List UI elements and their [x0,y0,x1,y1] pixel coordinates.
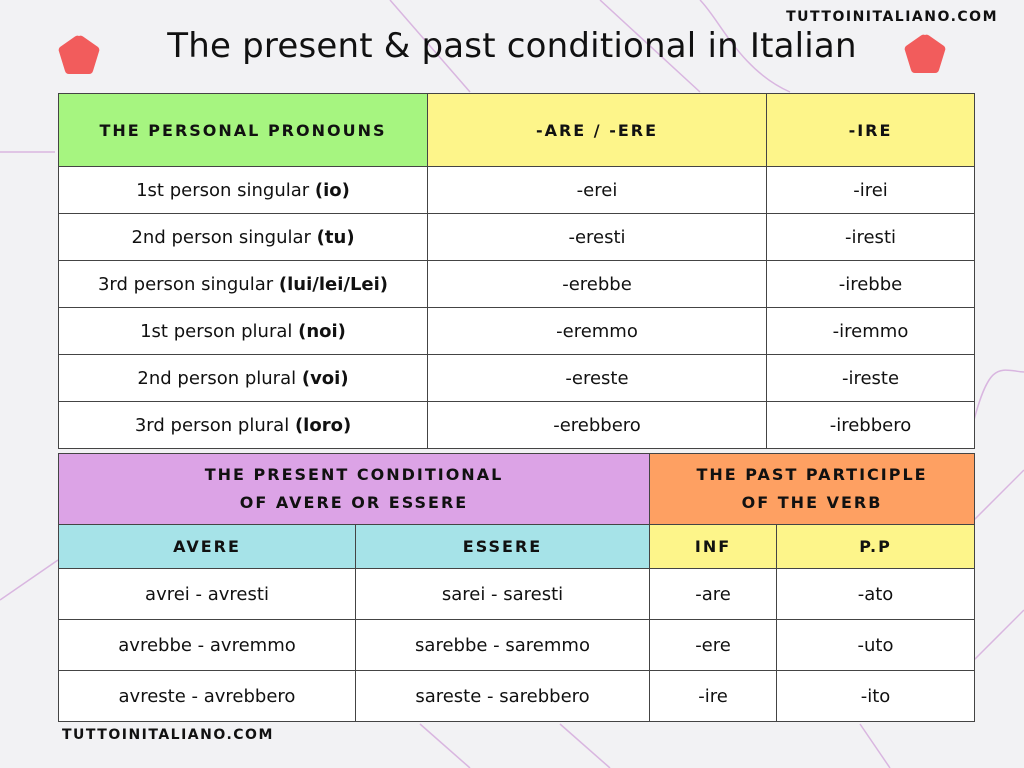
site-url-bottom[interactable]: TUTTOINITALIANO.COM [62,727,274,743]
person-cell: 2nd person singular (tu) [58,213,428,261]
header-ire: -IRE [766,93,975,167]
header-personal-pronouns: THE PERSONAL PRONOUNS [58,93,428,167]
subheader-row: AVERE ESSERE INF P.P [58,524,976,569]
inf-cell: -are [649,568,778,620]
table-row: avrei - avresti sarei - saresti -are -at… [58,568,976,620]
table-row: 3rd person plural (loro) -erebbero -ireb… [58,401,975,449]
person-cell: 3rd person singular (lui/lei/Lei) [58,260,428,308]
pronoun-label: (loro) [294,414,352,436]
person-cell: 1st person singular (io) [58,166,428,214]
ending-ire: -ireste [766,354,975,402]
pp-cell: -ato [776,568,976,620]
pronoun-label: (tu) [316,226,355,248]
ending-are-ere: -ereste [427,354,767,402]
ending-ire: -iremmo [766,307,975,355]
person-cell: 1st person plural (noi) [58,307,428,355]
person-label: 3rd person singular [97,273,274,295]
subheader-pp: P.P [776,524,976,569]
ending-ire: -iresti [766,213,975,261]
section-header-row: THE PRESENT CONDITIONAL OF AVERE OR ESSE… [57,453,976,525]
person-label: 1st person singular [136,179,310,201]
person-label: 1st person plural [140,320,293,342]
table-row: 1st person plural (noi) -eremmo -iremmo [58,307,975,355]
pentagon-icon [904,34,946,73]
past-participle-header: THE PAST PARTICIPLE OF THE VERB [649,453,976,525]
subheader-avere: AVERE [58,524,356,569]
pronoun-label: (lui/lei/Lei) [278,273,389,295]
conditional-endings-table: THE PERSONAL PRONOUNS -ARE / -ERE -IRE 1… [58,93,975,449]
inf-cell: -ere [649,619,778,671]
ending-ire: -irebbe [766,260,975,308]
header-are-ere: -ARE / -ERE [427,93,767,167]
table-row: avreste - avrebbero sareste - sarebbero … [58,670,976,722]
ending-are-ere: -erebbero [427,401,767,449]
pronoun-label: (voi) [301,367,349,389]
ending-ire: -irei [766,166,975,214]
site-url-top[interactable]: TUTTOINITALIANO.COM [786,9,998,25]
essere-cell: sarei - saresti [354,568,651,620]
header-line: THE PRESENT CONDITIONAL [204,465,504,484]
table-row: 2nd person plural (voi) -ereste -ireste [58,354,975,402]
header-line: THE PAST PARTICIPLE [696,465,928,484]
subheader-inf: INF [649,524,778,569]
present-conditional-header: THE PRESENT CONDITIONAL OF AVERE OR ESSE… [57,453,651,525]
table-row: 2nd person singular (tu) -eresti -iresti [58,213,975,261]
header-line: OF AVERE OR ESSERE [239,493,469,512]
past-conditional-table: THE PRESENT CONDITIONAL OF AVERE OR ESSE… [57,453,976,722]
avere-cell: avrebbe - avremmo [58,619,356,671]
table-row: avrebbe - avremmo sarebbe - saremmo -ere… [58,619,976,671]
header-line: OF THE VERB [741,493,883,512]
table-row: 1st person singular (io) -erei -irei [58,166,975,214]
table-header-row: THE PERSONAL PRONOUNS -ARE / -ERE -IRE [58,93,975,167]
pronoun-label: (io) [314,179,350,201]
essere-cell: sareste - sarebbero [354,670,651,722]
person-cell: 3rd person plural (loro) [58,401,428,449]
ending-are-ere: -erebbe [427,260,767,308]
ending-ire: -irebbero [766,401,975,449]
ending-are-ere: -eremmo [427,307,767,355]
person-label: 2nd person singular [131,226,311,248]
ending-are-ere: -erei [427,166,767,214]
essere-cell: sarebbe - saremmo [354,619,651,671]
pronoun-label: (noi) [298,320,346,342]
avere-cell: avreste - avrebbero [58,670,356,722]
pp-cell: -uto [776,619,976,671]
inf-cell: -ire [649,670,778,722]
subheader-essere: ESSERE [354,524,651,569]
person-label: 2nd person plural [137,367,297,389]
page-title: The present & past conditional in Italia… [167,26,857,66]
ending-are-ere: -eresti [427,213,767,261]
pp-cell: -ito [776,670,976,722]
person-label: 3rd person plural [134,414,290,436]
avere-cell: avrei - avresti [58,568,356,620]
table-row: 3rd person singular (lui/lei/Lei) -erebb… [58,260,975,308]
pentagon-icon [58,35,100,74]
person-cell: 2nd person plural (voi) [58,354,428,402]
